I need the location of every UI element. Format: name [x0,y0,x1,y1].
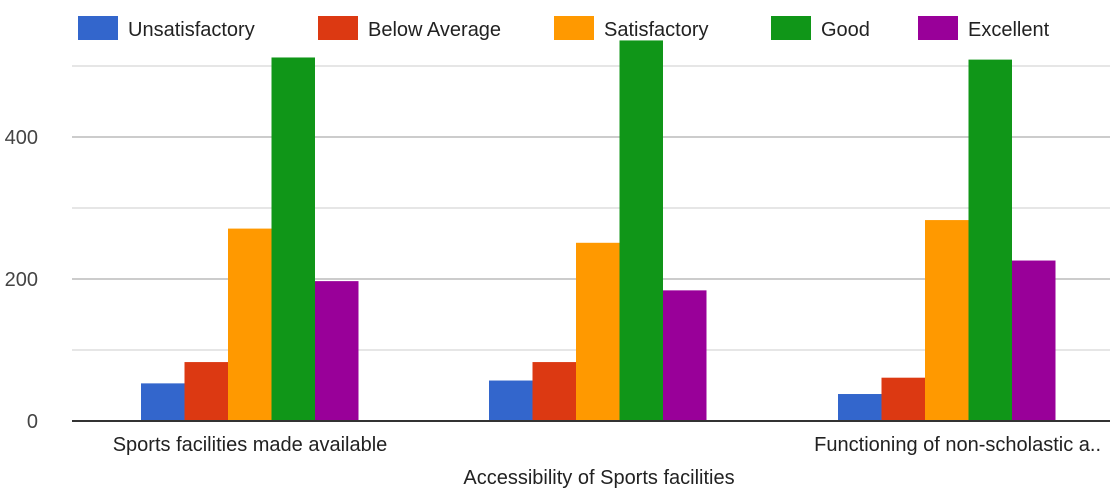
bar-satisfactory-2 [576,242,620,421]
bar-unsatisfactory-3 [838,394,882,421]
legend-label-good: Good [821,19,870,41]
bar-good-2 [619,40,663,421]
bar-satisfactory-1 [228,228,272,421]
bars [141,40,1056,422]
x-category-label: Sports facilities made available [113,434,388,456]
bar-excellent-2 [663,290,707,421]
bar-unsatisfactory-1 [141,383,185,421]
bar-below-average-1 [184,362,228,421]
legend-label-satisfactory: Satisfactory [604,19,708,41]
y-axis-ticks: 0 200 400 [5,127,38,433]
bar-unsatisfactory-2 [489,380,533,421]
y-tick-label: 400 [5,127,38,149]
legend-swatch-excellent [918,16,958,40]
bar-good-3 [968,59,1012,422]
legend-label-unsatisfactory: Unsatisfactory [128,19,255,41]
bar-good-1 [271,57,315,421]
bar-below-average-3 [881,377,925,421]
y-tick-label: 0 [27,411,38,433]
bar-excellent-1 [315,281,359,421]
legend-swatch-unsatisfactory [78,16,118,40]
legend-label-below-average: Below Average [368,19,501,41]
x-category-label: Accessibility of Sports facilities [463,467,734,489]
y-tick-label: 200 [5,269,38,291]
bar-satisfactory-3 [925,220,969,421]
legend-swatch-satisfactory [554,16,594,40]
bar-below-average-2 [532,362,576,421]
legend-swatch-below-average [318,16,358,40]
legend-swatch-good [771,16,811,40]
x-axis-category-labels: Sports facilities made available Accessib… [113,434,1101,489]
bar-excellent-3 [1012,260,1056,421]
legend: Unsatisfactory Below Average Satisfactory G… [78,16,1050,41]
legend-label-excellent: Excellent [968,19,1050,41]
x-category-label: Functioning of non-scholastic a.. [814,434,1101,456]
